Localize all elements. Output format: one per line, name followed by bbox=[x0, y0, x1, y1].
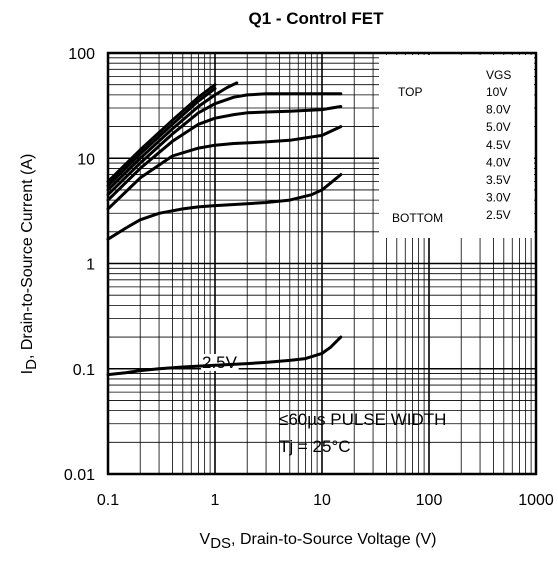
legend-box bbox=[379, 55, 534, 238]
curve-label-2-5v: 2.5V bbox=[202, 353, 238, 372]
legend-entry: 3.5V bbox=[486, 173, 511, 187]
series-line-3-0v bbox=[106, 173, 343, 241]
legend-entry: 10V bbox=[486, 85, 507, 99]
legend-entry: 3.0V bbox=[486, 191, 511, 205]
y-tick-label: 0.01 bbox=[64, 467, 95, 484]
x-axis-label: VDS, Drain-to-Source Voltage (V) bbox=[200, 531, 437, 552]
y-tick-label: 1 bbox=[86, 257, 95, 274]
x-tick-label: 100 bbox=[416, 492, 443, 509]
legend-background bbox=[379, 55, 534, 238]
series-line-4-0v bbox=[106, 105, 343, 202]
legend-entry: 5.0V bbox=[486, 120, 511, 134]
legend-entries: 10V 8.0V 5.0V 4.5V 4.0V 3.5V 3.0V 2.5V bbox=[486, 85, 511, 222]
series-line-2-5v bbox=[106, 335, 343, 377]
legend-entry: 2.5V bbox=[486, 208, 511, 222]
legend-top-label: TOP bbox=[398, 85, 422, 99]
legend-entry: 8.0V bbox=[486, 103, 511, 117]
series-line-4-5v bbox=[106, 92, 343, 197]
x-tick-label: 1000 bbox=[518, 492, 554, 509]
y-tick-label: 0.1 bbox=[73, 362, 95, 379]
tj-note: Tj = 25°C bbox=[279, 437, 351, 456]
x-tick-label: 0.1 bbox=[97, 492, 119, 509]
y-tick-label: 100 bbox=[68, 46, 95, 63]
y-tick-label: 10 bbox=[77, 151, 95, 168]
series-line-10v bbox=[106, 83, 217, 184]
y-axis-label: ID, Drain-to-Source Current (A) bbox=[19, 154, 40, 375]
series-line-8-0v bbox=[106, 87, 217, 188]
series-line-3-5v bbox=[106, 125, 343, 211]
legend-bottom-label: BOTTOM bbox=[392, 211, 443, 225]
legend-entry: 4.0V bbox=[486, 155, 511, 169]
grid bbox=[107, 53, 536, 475]
x-tick-label: 1 bbox=[211, 492, 220, 509]
x-tick-label: 10 bbox=[313, 492, 331, 509]
legend-header: VGS bbox=[486, 68, 511, 82]
pulse-width-note: ≤60µs PULSE WIDTH bbox=[279, 410, 446, 429]
series-line-5-0v bbox=[106, 81, 239, 192]
series-lines bbox=[106, 81, 343, 377]
legend-entry: 4.5V bbox=[486, 138, 511, 152]
plot-frame bbox=[106, 51, 538, 476]
chart-title: Q1 - Control FET bbox=[248, 9, 384, 28]
